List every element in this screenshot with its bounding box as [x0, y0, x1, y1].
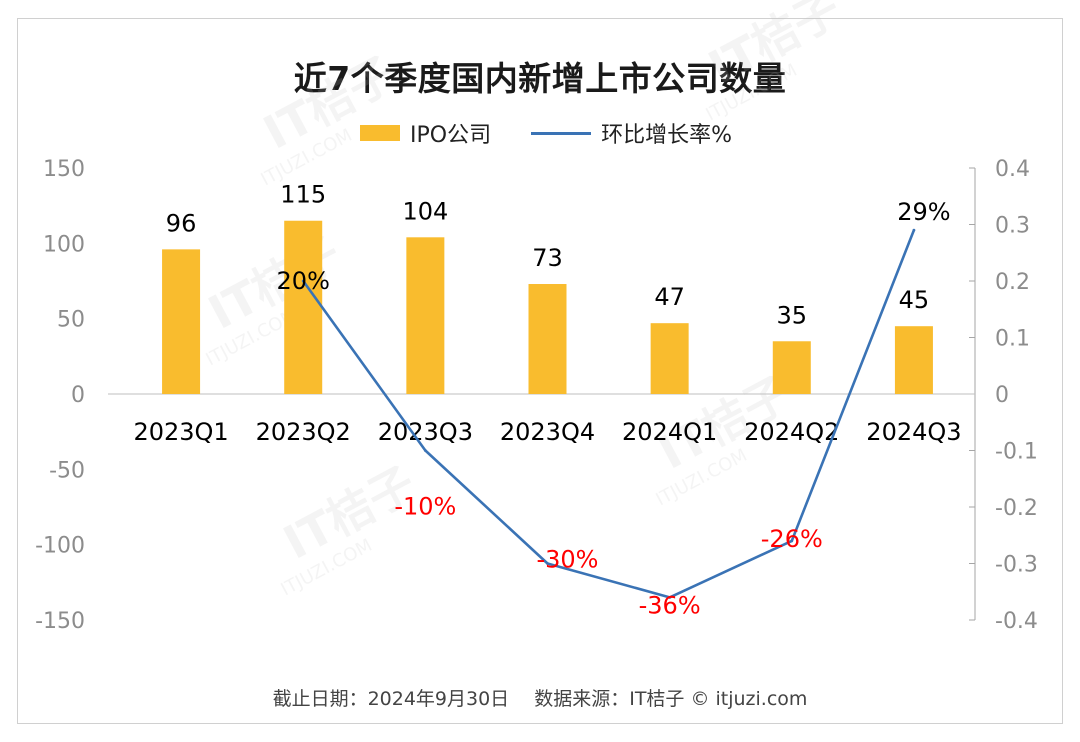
x-tick-2023Q1: 2023Q1	[133, 418, 228, 446]
bar-label-2024Q2: 35	[777, 301, 808, 329]
bar-2024Q3	[894, 326, 933, 394]
y-left-tick-5: -100	[35, 534, 85, 559]
bar-label-2023Q4: 73	[532, 244, 563, 272]
y-left-tick-3: 0	[71, 383, 85, 408]
y-right-tick-5: -0.1	[995, 440, 1038, 465]
bar-2023Q4	[528, 284, 567, 394]
growth-point-2023Q2	[301, 279, 305, 283]
growth-point-2024Q1	[668, 596, 672, 599]
bar-2024Q1	[650, 323, 689, 394]
growth-line	[302, 229, 916, 599]
legend: IPO公司 环比增长率%	[360, 116, 732, 150]
chart-title: 近7个季度国内新增上市公司数量	[293, 59, 787, 98]
y-left-tick-1: 100	[43, 232, 85, 257]
x-tick-2024Q3: 2024Q3	[866, 418, 961, 446]
growth-label-2023Q2: 20%	[277, 267, 330, 295]
growth-point-2023Q3	[423, 449, 427, 452]
y-left-tick-6: -150	[35, 609, 85, 634]
growth-label-2024Q3: 29%	[897, 198, 950, 226]
y-right-tick-1: 0.3	[995, 214, 1030, 239]
y-right-tick-8: -0.4	[995, 609, 1038, 634]
y-right-tick-6: -0.2	[995, 496, 1038, 521]
growth-point-2024Q2	[790, 539, 794, 543]
growth-label-2023Q4: -30%	[536, 546, 598, 574]
x-tick-2023Q3: 2023Q3	[378, 418, 473, 446]
y-left-tick-0: 150	[43, 157, 85, 182]
y-right-tick-2: 0.2	[995, 270, 1030, 295]
y-left-tick-2: 50	[57, 308, 85, 333]
legend-label-ipo: IPO公司	[410, 123, 492, 148]
x-tick-2023Q4: 2023Q4	[500, 418, 595, 446]
bar-label-2024Q3: 45	[899, 286, 930, 314]
legend-swatch-ipo	[360, 125, 400, 141]
growth-point-2023Q4	[546, 562, 549, 565]
bar-label-2023Q2: 115	[280, 181, 326, 209]
legend-swatch-growth	[531, 131, 592, 135]
y-right-tick-3: 0.1	[995, 327, 1030, 352]
growth-point-2024Q3	[912, 228, 916, 232]
bar-label-2023Q3: 104	[402, 197, 448, 225]
legend-label-growth: 环比增长率%	[601, 123, 732, 148]
growth-label-2024Q2: -26%	[761, 525, 823, 553]
x-tick-2024Q1: 2024Q1	[622, 418, 717, 446]
y-left-tick-4: -50	[49, 458, 85, 483]
x-tick-2023Q2: 2023Q2	[256, 418, 351, 446]
bar-label-2024Q1: 47	[654, 283, 685, 311]
bar-2023Q3	[406, 237, 445, 394]
bar-2023Q1	[162, 249, 201, 394]
y-right-tick-7: -0.3	[995, 553, 1038, 578]
growth-label-2024Q1: -36%	[639, 591, 701, 619]
y-right-tick-4: 0	[995, 383, 1009, 408]
y-right-tick-0: 0.4	[995, 157, 1030, 182]
x-tick-2024Q2: 2024Q2	[744, 418, 839, 446]
footer-source: 截止日期：2024年9月30日 数据来源：IT桔子 © itjuzi.com	[272, 688, 808, 710]
bar-label-2023Q1: 96	[166, 209, 197, 237]
bar-2024Q2	[772, 341, 811, 394]
growth-label-2023Q3: -10%	[394, 493, 456, 521]
bar-2023Q2	[284, 220, 323, 394]
